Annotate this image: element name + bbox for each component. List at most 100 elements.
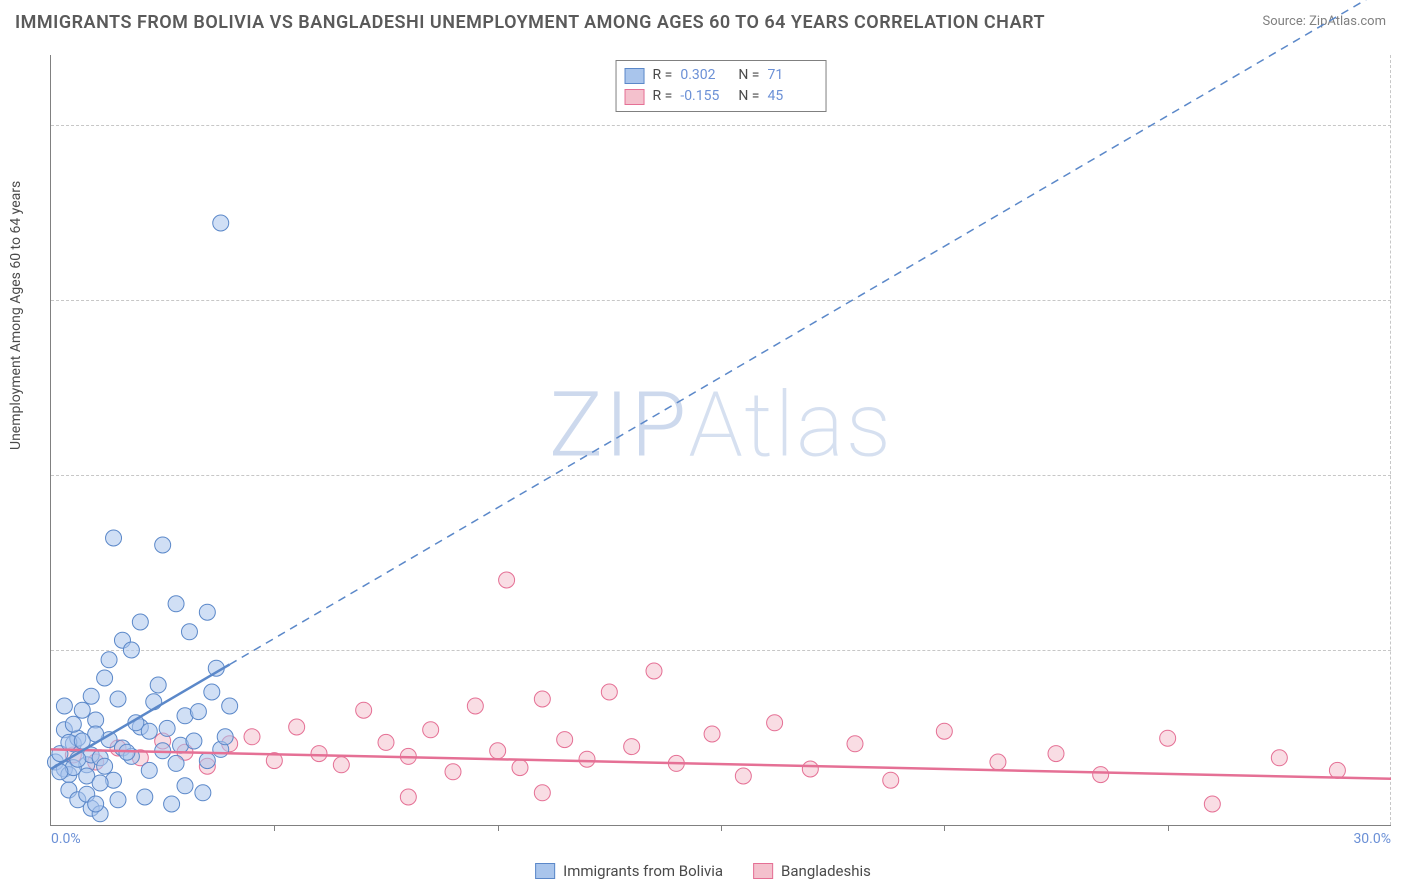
scatter-point xyxy=(70,751,86,767)
scatter-point xyxy=(199,758,215,774)
scatter-point xyxy=(213,741,229,757)
scatter-point xyxy=(79,786,95,802)
scatter-point xyxy=(990,754,1006,770)
scatter-point xyxy=(1329,762,1345,778)
swatch-series1 xyxy=(625,68,645,84)
scatter-point xyxy=(1093,767,1109,783)
scatter-point xyxy=(512,760,528,776)
scatter-point xyxy=(132,750,148,766)
x-tick-mark xyxy=(1168,825,1169,831)
legend-item-series2: Bangladeshis xyxy=(753,862,871,880)
x-tick-mark xyxy=(274,825,275,831)
scatter-point xyxy=(208,660,224,676)
scatter-point xyxy=(56,698,72,714)
scatter-point xyxy=(217,729,233,745)
scatter-point xyxy=(311,746,327,762)
scatter-point xyxy=(132,719,148,735)
scatter-point xyxy=(936,723,952,739)
swatch-series1 xyxy=(535,863,555,879)
scatter-point xyxy=(65,716,81,732)
scatter-point xyxy=(177,708,193,724)
scatter-point xyxy=(119,744,135,760)
scatter-point xyxy=(52,746,68,762)
scatter-point xyxy=(333,757,349,773)
scatter-point xyxy=(704,726,720,742)
n-value-series1: 71 xyxy=(767,65,817,86)
scatter-point xyxy=(141,762,157,778)
scatter-point xyxy=(199,753,215,769)
scatter-point xyxy=(168,596,184,612)
vgrid-line xyxy=(1390,55,1391,825)
scatter-point xyxy=(168,755,184,771)
scatter-point xyxy=(56,761,72,777)
x-min-label: 0.0% xyxy=(51,831,81,847)
r-label: R = xyxy=(653,65,673,86)
scatter-point xyxy=(88,726,104,742)
scatter-point xyxy=(199,604,215,620)
r-value-series2: -0.155 xyxy=(680,86,730,107)
x-max-label: 30.0% xyxy=(1353,831,1391,847)
scatter-point xyxy=(70,730,86,746)
stats-row-series2: R = -0.155 N = 45 xyxy=(625,86,818,107)
scatter-point xyxy=(97,670,113,686)
y-axis-label: Unemployment Among Ages 60 to 64 years xyxy=(8,181,24,450)
scatter-point xyxy=(847,736,863,752)
scatter-point xyxy=(106,772,122,788)
scatter-point xyxy=(173,737,189,753)
scatter-point xyxy=(289,719,305,735)
scatter-point xyxy=(222,698,238,714)
scatter-point xyxy=(79,768,95,784)
legend-label-series2: Bangladeshis xyxy=(781,862,871,880)
scatter-point xyxy=(490,743,506,759)
n-label: N = xyxy=(738,65,759,86)
scatter-point xyxy=(534,785,550,801)
n-label: N = xyxy=(738,86,759,107)
scatter-point xyxy=(244,729,260,745)
scatter-point xyxy=(177,744,193,760)
scatter-point xyxy=(88,712,104,728)
scatter-point xyxy=(128,715,144,731)
scatter-point xyxy=(114,632,130,648)
bottom-legend: Immigrants from Bolivia Bangladeshis xyxy=(535,862,871,880)
scatter-point xyxy=(114,740,130,756)
scatter-point xyxy=(601,684,617,700)
scatter-point xyxy=(767,715,783,731)
scatter-point xyxy=(92,806,108,822)
scatter-point xyxy=(400,748,416,764)
stats-row-series1: R = 0.302 N = 71 xyxy=(625,65,818,86)
scatter-point xyxy=(110,691,126,707)
hgrid-line xyxy=(51,125,1391,126)
trend-line xyxy=(51,664,230,769)
scatter-point xyxy=(213,215,229,231)
scatter-point xyxy=(802,761,818,777)
scatter-point xyxy=(83,747,99,763)
scatter-point xyxy=(97,758,113,774)
plot-area: 12.5%25.0%37.5%50.0%0.0%30.0% ZIPAtlas R… xyxy=(50,55,1391,826)
swatch-series2 xyxy=(625,89,645,105)
scatter-point xyxy=(1204,796,1220,812)
scatter-point xyxy=(668,755,684,771)
scatter-point xyxy=(159,720,175,736)
scatter-point xyxy=(557,732,573,748)
scatter-point xyxy=(146,694,162,710)
y-tick-label: 50.0% xyxy=(1396,117,1406,133)
scatter-point xyxy=(110,740,126,756)
scatter-point xyxy=(423,722,439,738)
scatter-point xyxy=(132,614,148,630)
scatter-point xyxy=(646,663,662,679)
scatter-point xyxy=(378,734,394,750)
scatter-point xyxy=(123,748,139,764)
watermark-zip: ZIP xyxy=(549,372,688,477)
scatter-point xyxy=(1160,730,1176,746)
scatter-point xyxy=(74,733,90,749)
scatter-point xyxy=(92,775,108,791)
scatter-point xyxy=(56,722,72,738)
scatter-point xyxy=(137,789,153,805)
x-tick-mark xyxy=(944,825,945,831)
scatter-svg xyxy=(51,55,1391,825)
x-tick-mark xyxy=(721,825,722,831)
scatter-point xyxy=(1271,750,1287,766)
scatter-point xyxy=(47,754,63,770)
trend-line xyxy=(51,749,1391,778)
scatter-point xyxy=(164,796,180,812)
